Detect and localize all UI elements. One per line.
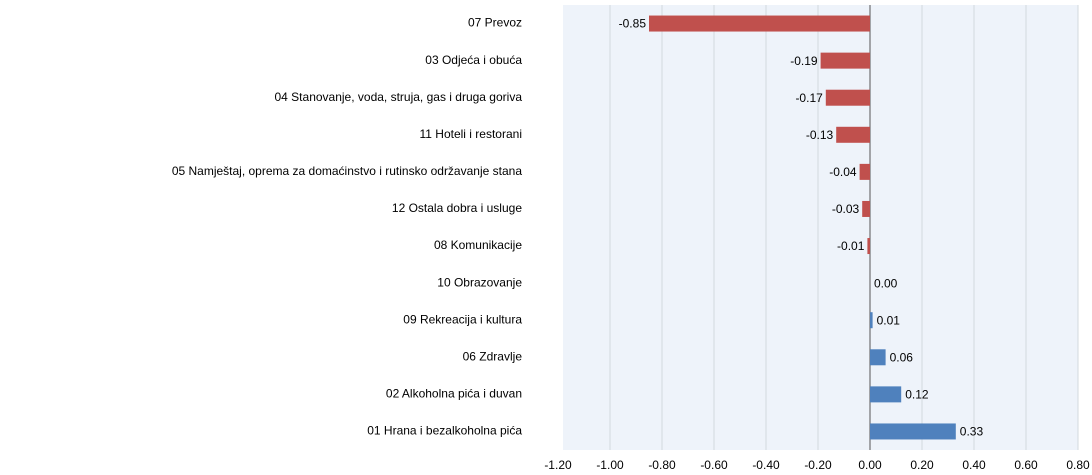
bar	[870, 423, 956, 440]
bar	[870, 386, 902, 403]
y-tick-label: 08 Komunikacije	[434, 238, 522, 252]
bar	[820, 52, 870, 69]
value-label: -0.04	[829, 165, 857, 179]
bar	[825, 89, 870, 106]
bar	[649, 15, 870, 32]
value-label: 0.01	[877, 313, 901, 327]
bar	[859, 163, 870, 180]
x-tick-label: 0.40	[962, 458, 986, 472]
x-tick-label: -1.00	[596, 458, 624, 472]
y-tick-label: 12 Ostala dobra i usluge	[392, 201, 522, 215]
bar	[836, 126, 870, 143]
value-label: -0.03	[832, 202, 860, 216]
value-label: -0.01	[837, 239, 865, 253]
value-label: 0.12	[905, 388, 929, 402]
value-label: 0.06	[890, 350, 914, 364]
x-tick-label: -0.80	[648, 458, 676, 472]
y-tick-label: 11 Hoteli i restorani	[420, 127, 523, 141]
x-tick-label: 0.80	[1066, 458, 1090, 472]
value-label: 0.33	[960, 425, 984, 439]
y-tick-label: 07 Prevoz	[468, 16, 522, 30]
y-tick-label: 10 Obrazovanje	[437, 275, 522, 289]
x-tick-label: 0.20	[910, 458, 934, 472]
x-tick-label: -0.60	[700, 458, 728, 472]
y-tick-label: 06 Zdravlje	[463, 349, 523, 363]
bar	[870, 312, 873, 329]
bar	[867, 238, 870, 255]
x-tick-label: -0.40	[752, 458, 780, 472]
y-tick-label: 03 Odjeća i obuća	[425, 53, 522, 67]
x-tick-label: -1.20	[544, 458, 572, 472]
bar	[870, 349, 886, 366]
y-tick-label: 02 Alkoholna pića i duvan	[386, 387, 522, 401]
y-tick-label: 04 Stanovanje, voda, struja, gas i druga…	[275, 90, 523, 104]
x-tick-label: -0.20	[804, 458, 832, 472]
value-label: -0.13	[806, 128, 834, 142]
value-label: 0.00	[874, 276, 898, 290]
x-tick-label: 0.60	[1014, 458, 1038, 472]
plot-area	[563, 5, 1078, 450]
y-tick-label: 01 Hrana i bezalkoholna pića	[367, 424, 522, 438]
bar	[862, 200, 870, 217]
x-tick-label: 0.00	[858, 458, 882, 472]
y-tick-label: 05 Namještaj, oprema za domaćinstvo i ru…	[172, 164, 523, 178]
value-label: -0.85	[619, 17, 647, 31]
y-tick-label: 09 Rekreacija i kultura	[403, 312, 522, 326]
value-label: -0.19	[790, 54, 818, 68]
value-label: -0.17	[795, 91, 823, 105]
